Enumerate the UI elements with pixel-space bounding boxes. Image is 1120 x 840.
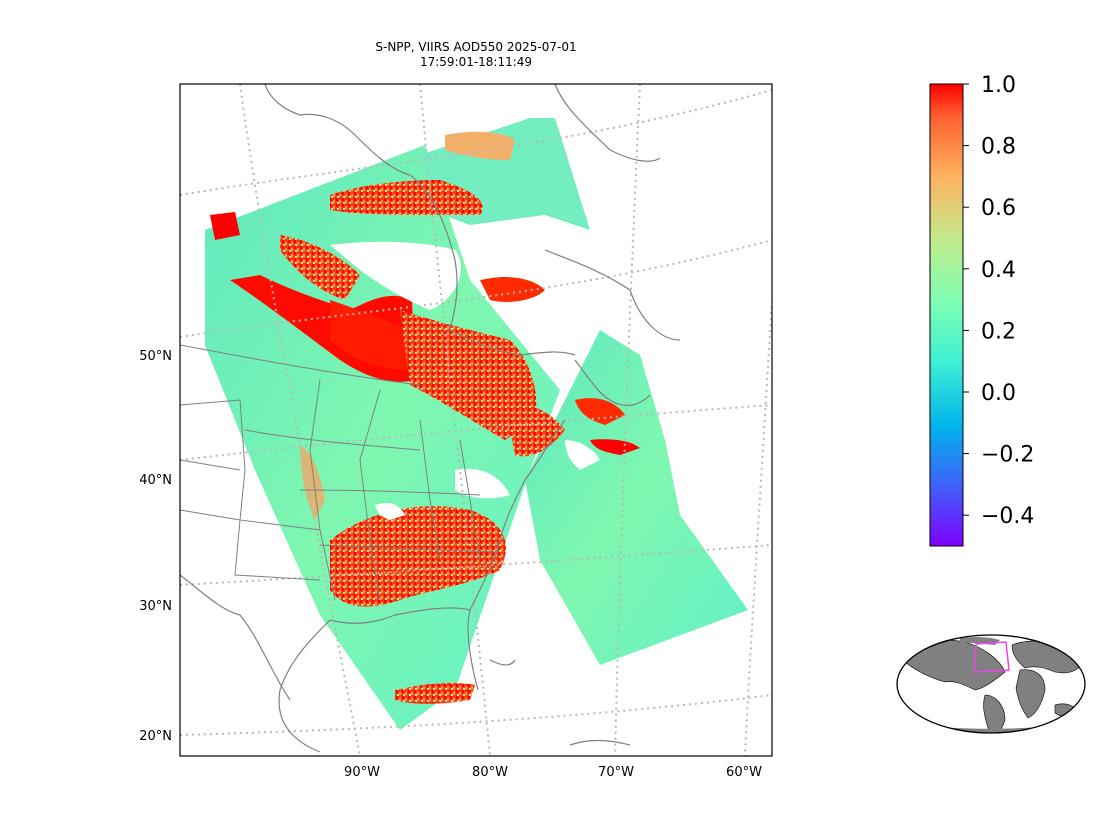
lat-label-30: 30°N: [139, 599, 172, 614]
coastlines: [180, 84, 681, 753]
global-locator-map: [896, 634, 1086, 734]
lon-label-70w: 70°W: [598, 765, 634, 780]
colorbar-tick-label: 0.2: [981, 319, 1016, 344]
lon-label-90w: 90°W: [344, 765, 380, 780]
colorbar-tick-label: 0.0: [981, 381, 1016, 406]
colorbar-tick-label: 0.6: [981, 196, 1016, 221]
lat-label-40: 40°N: [139, 473, 172, 488]
colorbar-ticks: 1.0 0.8 0.6 0.4 0.2 0.0 −0.2 −0.4: [963, 73, 1034, 529]
colorbar: 1.0 0.8 0.6 0.4 0.2 0.0 −0.2 −0.4: [929, 73, 1034, 547]
map-title-line-1: S-NPP, VIIRS AOD550 2025-07-01: [375, 40, 577, 54]
graticule: [180, 84, 772, 756]
lat-label-50: 50°N: [139, 349, 172, 364]
colorbar-tick-label: 1.0: [981, 73, 1016, 98]
main-map: [180, 84, 772, 756]
aod-swath-east: [525, 330, 748, 665]
colorbar-tick-label: −0.4: [981, 504, 1034, 529]
colorbar-tick-label: −0.2: [981, 443, 1034, 468]
colorbar-gradient: [929, 83, 964, 547]
map-title-line-2: 17:59:01-18:11:49: [419, 55, 533, 69]
state-borders: [180, 344, 501, 601]
lat-label-20: 20°N: [139, 729, 172, 744]
lon-label-60w: 60°W: [726, 765, 762, 780]
lon-label-80w: 80°W: [472, 765, 508, 780]
no-data-gaps: [330, 230, 600, 520]
inset-region-box: [973, 641, 1010, 673]
inset-outline: [896, 634, 1086, 734]
colorbar-tick-label: 0.4: [981, 258, 1016, 283]
colorbar-tick-label: 0.8: [981, 135, 1016, 160]
map-frame: [179, 83, 773, 757]
aod-high-plumes: [210, 131, 640, 704]
map-title: S-NPP, VIIRS AOD550 2025-07-01 17:59:01-…: [300, 40, 652, 70]
